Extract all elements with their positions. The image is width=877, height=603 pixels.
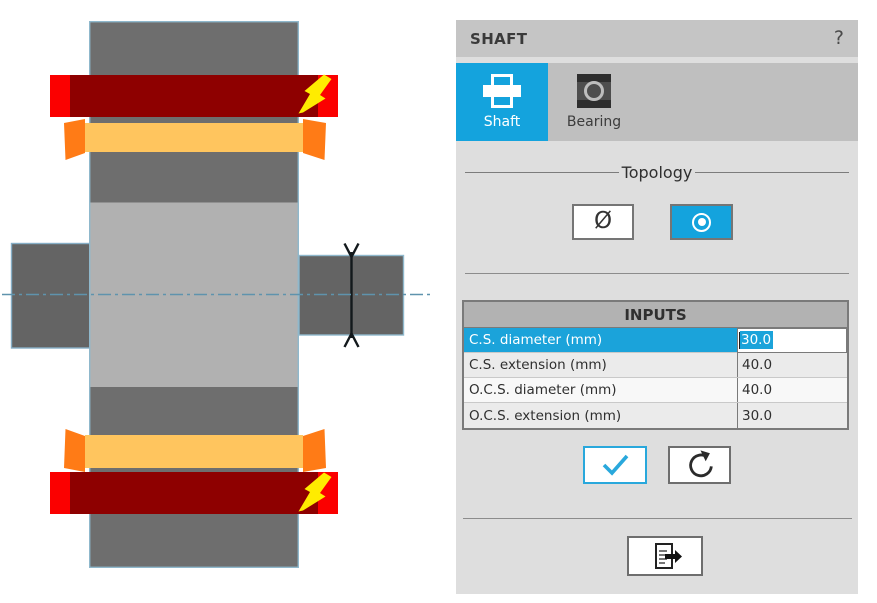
legend-line-left <box>465 171 619 173</box>
confirm-button[interactable] <box>583 446 647 484</box>
bottom-bearing[interactable] <box>50 472 338 514</box>
fault-lightning-icon <box>298 74 332 114</box>
panel-header: SHAFT ? <box>456 20 858 57</box>
table-row-cs-diameter[interactable]: C.S. diameter (mm) 30.0 <box>464 327 847 353</box>
radio-dot-icon <box>692 212 711 232</box>
reset-button[interactable] <box>668 446 731 484</box>
help-button[interactable]: ? <box>833 27 844 49</box>
check-icon <box>602 454 629 476</box>
reset-arrow-icon <box>688 450 713 478</box>
divider <box>465 273 849 274</box>
table-row-ocs-extension[interactable]: O.C.S. extension (mm) 30.0 <box>464 403 847 428</box>
legend-line-right <box>695 171 849 173</box>
ocs-extension-block <box>10 242 91 349</box>
row-label: C.S. diameter (mm) <box>464 328 737 352</box>
shaft-icon <box>483 74 521 108</box>
inputs-table-title: INPUTS <box>464 302 847 328</box>
table-row-ocs-diameter[interactable]: O.C.S. diameter (mm) 40.0 <box>464 378 847 403</box>
selected-value-text: 30.0 <box>740 331 774 349</box>
topology-legend-label: Topology <box>621 162 693 182</box>
topology-legend: Topology <box>465 162 849 182</box>
tab-bearing-label: Bearing <box>566 114 622 130</box>
topology-option-concentric[interactable] <box>670 204 733 240</box>
topology-options: Ø <box>456 204 858 240</box>
topology-option-diameter[interactable]: Ø <box>572 204 634 240</box>
break-mark <box>343 242 360 348</box>
value-input[interactable]: 30.0 <box>737 327 847 353</box>
diameter-symbol-icon: Ø <box>593 207 613 234</box>
tab-shaft-label: Shaft <box>483 114 521 130</box>
divider <box>463 518 852 519</box>
row-label: O.C.S. extension (mm) <box>469 407 622 424</box>
bearing-icon <box>577 74 611 108</box>
row-label: O.C.S. diameter (mm) <box>469 382 617 398</box>
tab-bearing[interactable]: Bearing <box>548 63 640 141</box>
export-document-icon <box>655 543 682 569</box>
fault-lightning-icon <box>298 472 332 512</box>
page-title: SHAFT <box>470 29 528 48</box>
shaft-schematic <box>2 21 431 568</box>
row-value[interactable]: 40.0 <box>737 378 847 402</box>
tabstrip: Shaft Bearing <box>456 63 858 141</box>
text-caret <box>739 331 740 349</box>
table-row-cs-extension[interactable]: C.S. extension (mm) 40.0 <box>464 353 847 378</box>
top-bearing[interactable] <box>50 74 338 118</box>
tab-shaft[interactable]: Shaft <box>456 63 548 141</box>
export-button[interactable] <box>627 536 703 576</box>
row-value[interactable]: 30.0 <box>737 403 847 428</box>
bottom-seal <box>64 429 326 472</box>
top-seal <box>64 119 326 160</box>
shaft-panel: SHAFT ? Shaft Bearing Topology <box>456 20 858 594</box>
inputs-table: INPUTS C.S. diameter (mm) 30.0 C.S. exte… <box>462 300 849 430</box>
row-value[interactable]: 40.0 <box>737 353 847 377</box>
row-label: C.S. extension (mm) <box>469 357 607 373</box>
row-value[interactable]: 30.0 <box>737 327 847 353</box>
